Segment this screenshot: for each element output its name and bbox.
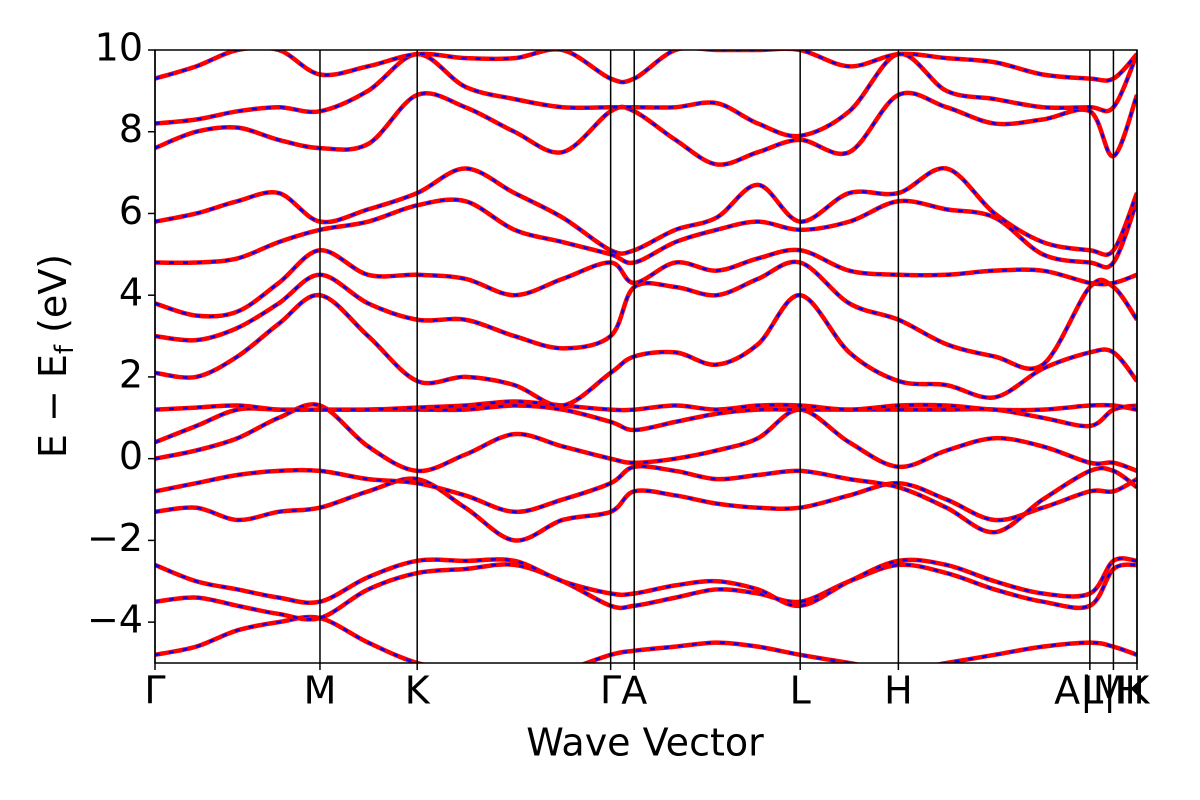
band-line [155, 399, 1137, 413]
band-line-overlay [155, 615, 1137, 663]
x-tick-label: Γ [144, 669, 165, 713]
band-line [155, 292, 1137, 408]
x-tick-label: L [790, 669, 811, 713]
band-line-overlay [155, 403, 1137, 473]
band-line-overlay [155, 248, 1137, 318]
y-tick-label: 8 [119, 107, 143, 151]
y-axis-label: E − Ef (eV) [31, 254, 80, 458]
y-label-part: E − E [31, 354, 75, 458]
bands [155, 50, 1137, 663]
y-label-part: (eV) [31, 254, 75, 345]
x-axis-label: Wave Vector [526, 721, 764, 765]
x-tick-label: K [405, 669, 431, 713]
y-tick-label: 4 [119, 271, 143, 315]
x-tick-label: K [1125, 669, 1151, 713]
band-line [155, 197, 1137, 270]
band-line-overlay [155, 293, 1137, 407]
band-line [155, 556, 1137, 609]
x-tick-label: A|M [1054, 669, 1126, 714]
band-line-overlay [155, 260, 1137, 371]
band-line [155, 166, 1137, 258]
band-line [155, 90, 1137, 167]
x-tick-label: L|H [1082, 669, 1145, 714]
x-tick-label: H [884, 669, 913, 713]
y-tick-label: −4 [87, 598, 143, 642]
x-tick-label: A [621, 669, 647, 713]
band-line-overlay [155, 50, 1137, 84]
band-line-overlay [155, 557, 1137, 608]
x-tick-label: Γ [600, 669, 621, 713]
y-tick-label: 0 [119, 434, 143, 478]
x-tick-label: M [304, 669, 337, 713]
y-label-subscript: f [50, 344, 80, 354]
band-line-overlay [155, 52, 1137, 138]
band-line-overlay [155, 91, 1137, 166]
band-line-overlay [155, 465, 1137, 534]
band-line [155, 464, 1137, 535]
band-line-overlay [155, 477, 1137, 542]
y-tick-label: 2 [119, 352, 143, 396]
y-tick-label: −2 [87, 516, 143, 560]
y-tick-label: 6 [119, 189, 143, 233]
y-tick-label: 10 [95, 26, 143, 70]
band-line-overlay [155, 563, 1137, 621]
